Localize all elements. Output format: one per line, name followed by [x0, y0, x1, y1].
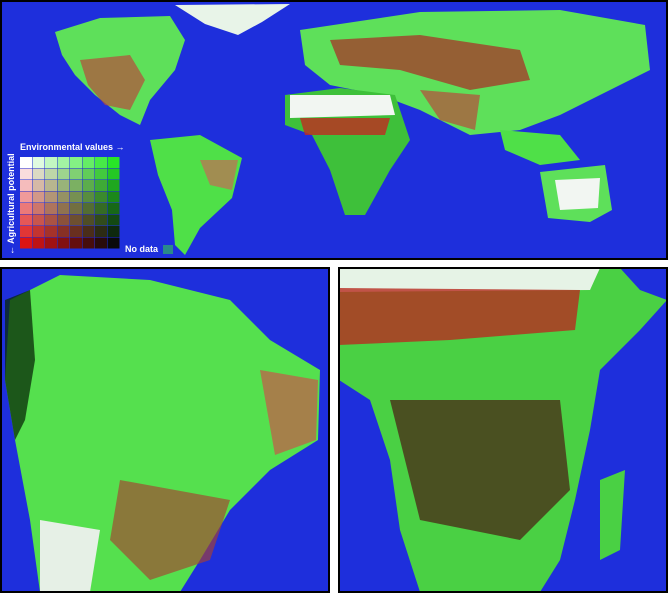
legend-swatch [45, 168, 57, 180]
legend-swatch [107, 180, 120, 191]
sahara [290, 95, 395, 118]
legend-swatch [32, 226, 45, 237]
sa-agri [200, 160, 238, 190]
legend-swatch [107, 226, 120, 237]
continent [5, 275, 320, 592]
legend-x-label: Environmental values → [20, 142, 125, 152]
legend-no-data-label: No data [125, 244, 159, 254]
legend-swatch [82, 180, 95, 191]
sahel [339, 288, 580, 345]
legend-swatch [95, 157, 107, 168]
legend-swatch [57, 226, 70, 237]
legend-swatch [95, 237, 107, 249]
legend-swatch [32, 191, 45, 203]
legend-swatch [107, 214, 120, 226]
legend-swatch [82, 203, 95, 214]
legend-swatch [20, 226, 32, 237]
legend-swatch [32, 203, 45, 214]
sahel [300, 118, 390, 135]
legend-swatch [32, 168, 45, 180]
legend-swatch [57, 214, 70, 226]
legend-swatch [57, 203, 70, 214]
legend-swatch [95, 180, 107, 191]
legend-swatch [82, 237, 95, 249]
eurasia-agri [330, 35, 530, 90]
legend-swatch [45, 203, 57, 214]
legend-swatch [95, 226, 107, 237]
legend-grid [20, 157, 120, 249]
legend-swatch [20, 157, 32, 168]
legend-swatch [107, 191, 120, 203]
legend-swatch [20, 168, 32, 180]
dry [40, 520, 100, 592]
world-map [1, 1, 667, 259]
ne-agri [260, 370, 318, 455]
legend-swatch [20, 214, 32, 226]
legend-swatch [45, 180, 57, 191]
na-agri [80, 55, 145, 110]
legend-swatch [32, 157, 45, 168]
legend-swatch [45, 157, 57, 168]
legend-swatch [95, 214, 107, 226]
legend-swatch [32, 214, 45, 226]
legend-swatch [20, 191, 32, 203]
legend-y-label: ← Agricultural potential [6, 153, 16, 255]
legend-swatch [32, 237, 45, 249]
andes [5, 290, 35, 440]
madagascar [600, 470, 625, 560]
legend-swatch [57, 180, 70, 191]
legend-swatch [95, 191, 107, 203]
legend-swatch [70, 168, 82, 180]
legend-swatch [70, 226, 82, 237]
legend-swatch [70, 203, 82, 214]
no-data-swatch [163, 245, 173, 254]
legend-swatch [70, 180, 82, 191]
legend-swatch [107, 237, 120, 249]
se-asia [500, 130, 580, 165]
legend-swatch [107, 203, 120, 214]
legend-swatch [82, 226, 95, 237]
legend-swatch [20, 203, 32, 214]
panel-border [0, 0, 668, 260]
panel-border [338, 267, 668, 593]
legend-swatch [82, 191, 95, 203]
legend-swatch [45, 191, 57, 203]
legend-swatch [107, 168, 120, 180]
legend-swatch [70, 214, 82, 226]
legend-swatch [95, 203, 107, 214]
legend-swatch [45, 226, 57, 237]
legend-swatch [45, 237, 57, 249]
sahara [339, 268, 600, 292]
greenland [175, 4, 290, 35]
legend: Environmental values → ← Agricultural po… [6, 142, 173, 255]
legend-swatch [70, 191, 82, 203]
legend-swatch [70, 237, 82, 249]
south-asia-agri [420, 90, 480, 130]
legend-swatch [70, 157, 82, 168]
legend-swatch [95, 168, 107, 180]
legend-swatch [57, 157, 70, 168]
legend-swatch [57, 237, 70, 249]
legend-swatch [20, 180, 32, 191]
legend-swatch [57, 191, 70, 203]
legend-swatch [107, 157, 120, 168]
australia-desert [555, 178, 600, 210]
legend-swatch [20, 237, 32, 249]
central-agri [390, 400, 570, 540]
legend-swatch [57, 168, 70, 180]
panel-border [0, 267, 330, 593]
s-agri [110, 480, 230, 580]
legend-swatch [82, 214, 95, 226]
legend-swatch [32, 180, 45, 191]
africa-map [339, 268, 667, 592]
south-america-map [1, 268, 329, 592]
legend-swatch [82, 157, 95, 168]
legend-swatch [45, 214, 57, 226]
legend-swatch [82, 168, 95, 180]
